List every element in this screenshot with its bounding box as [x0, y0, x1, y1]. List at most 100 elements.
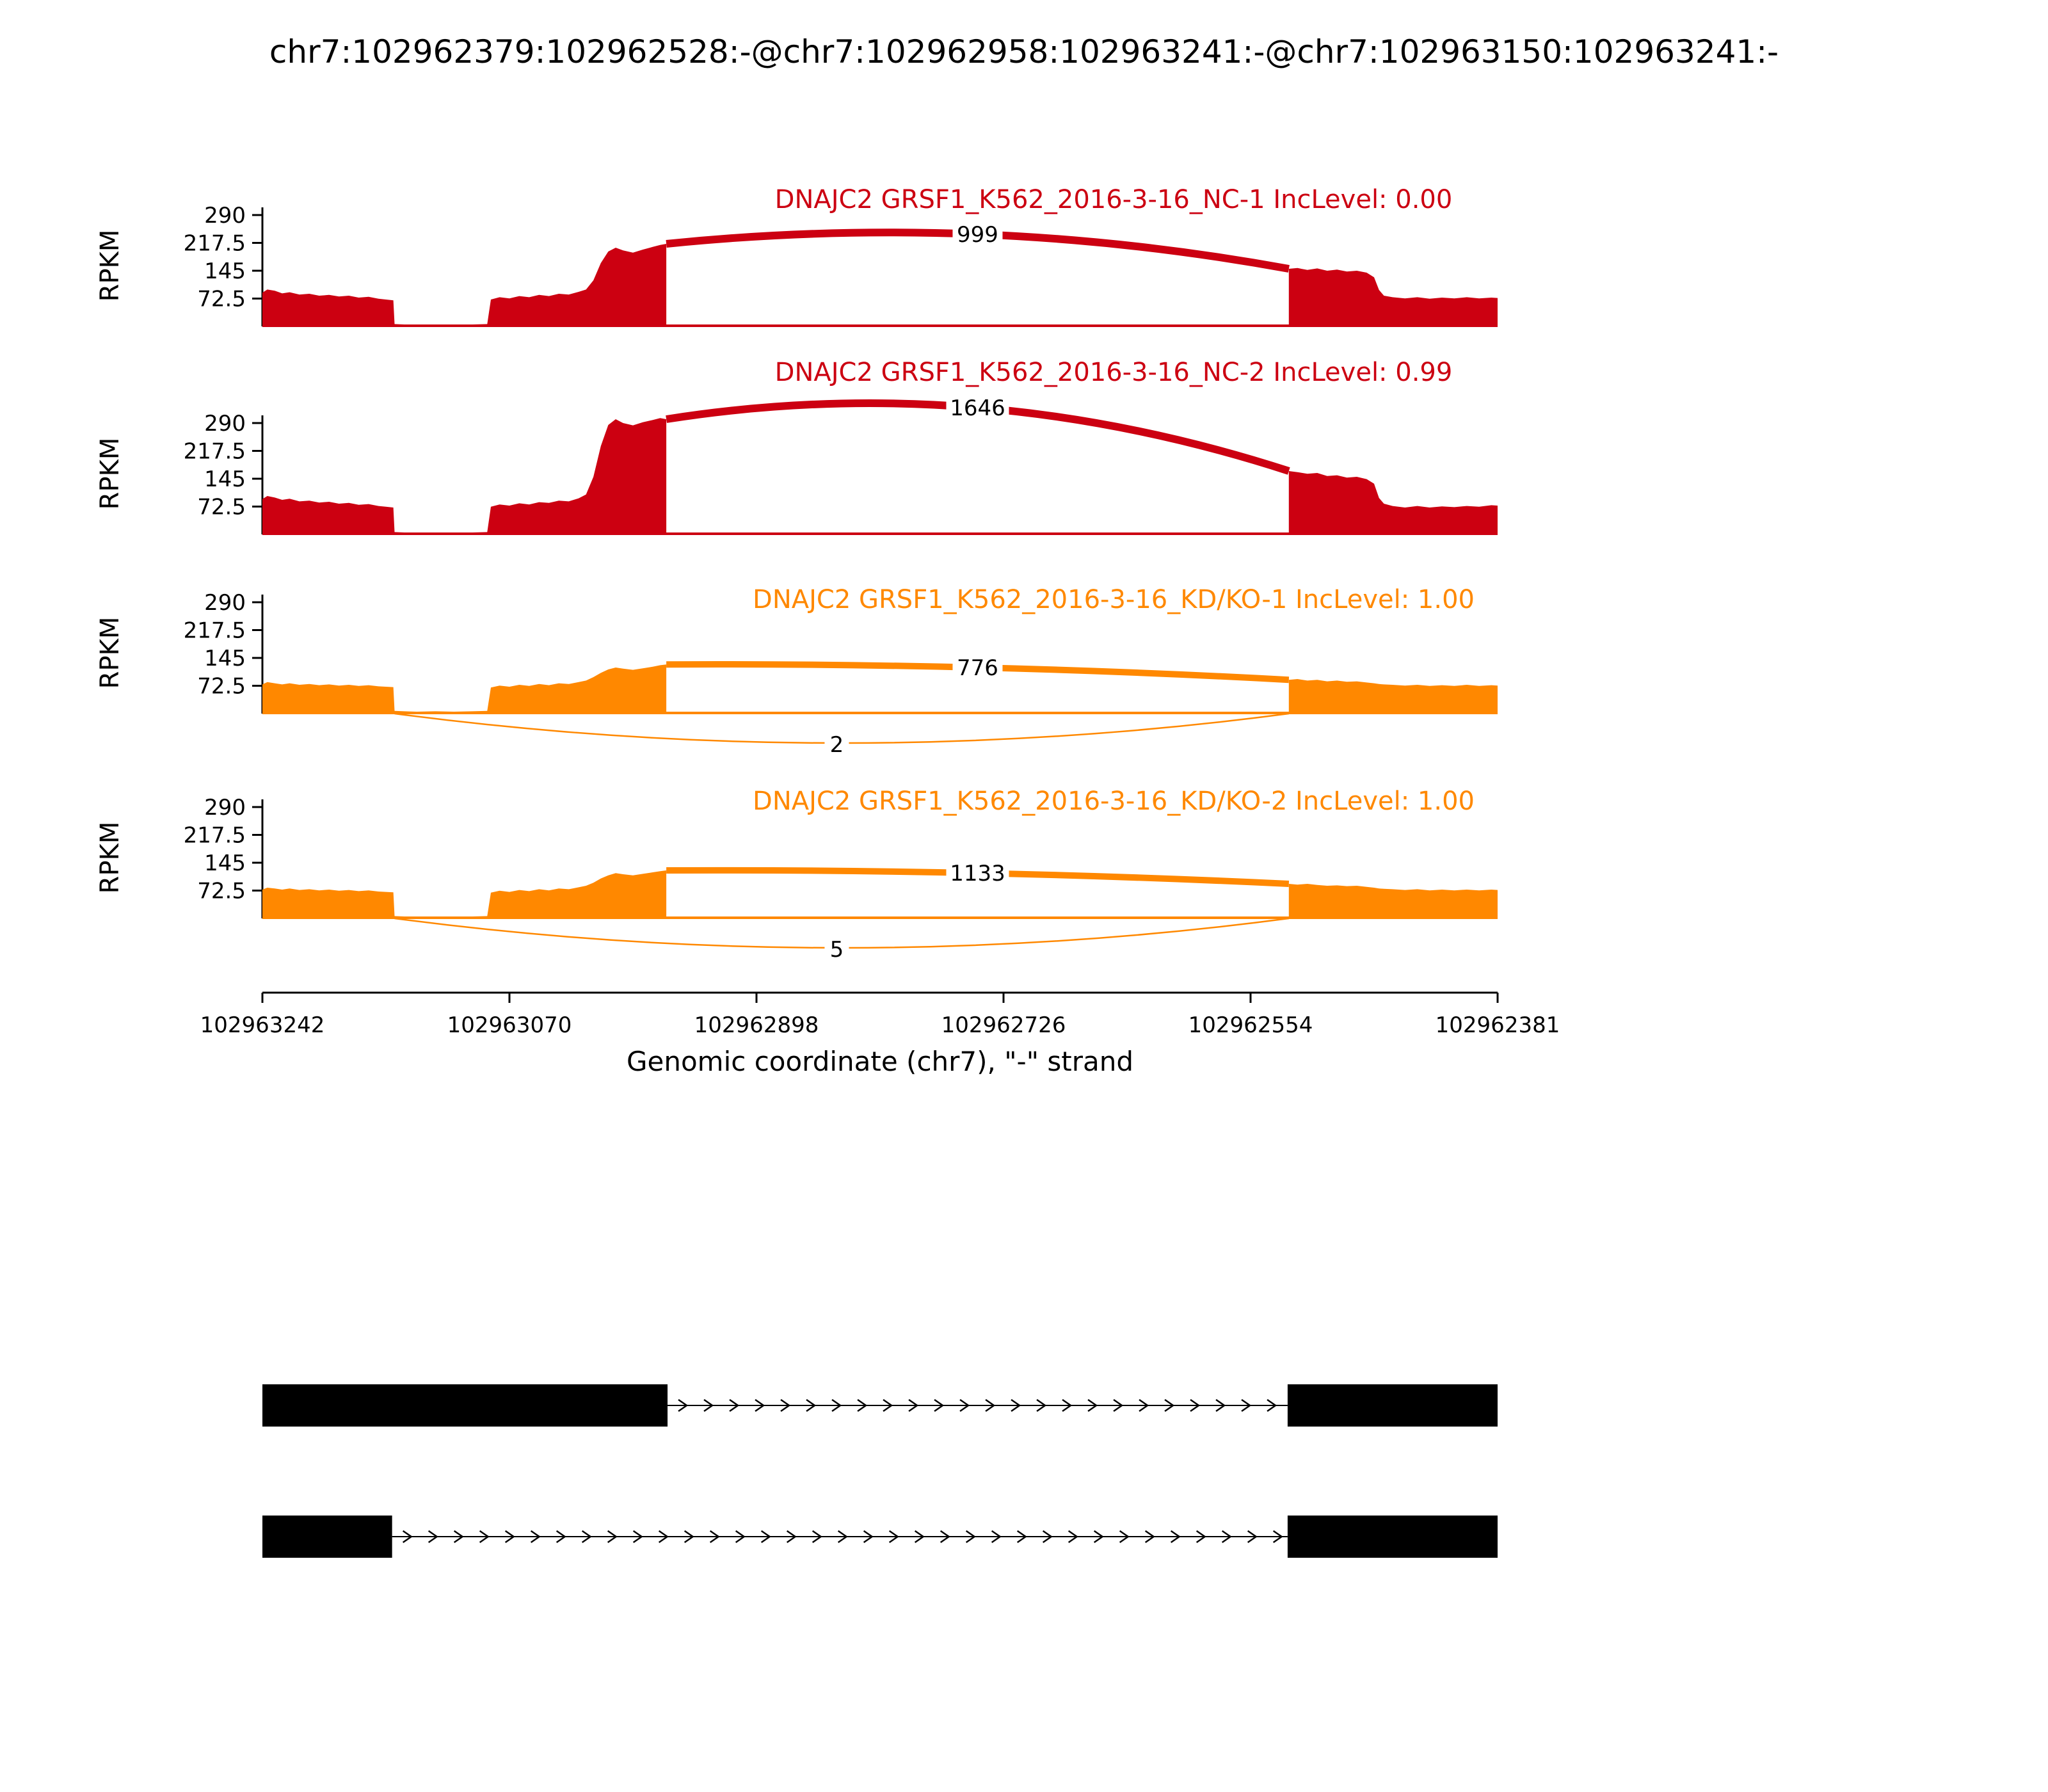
exon-box: [262, 1516, 392, 1558]
junction-count-bg: [824, 936, 849, 963]
strand-arrow: [760, 1530, 771, 1544]
strand-arrow: [684, 1530, 694, 1544]
junction-count: 5: [830, 937, 844, 963]
y-tick-label: 290: [204, 795, 246, 820]
x-tick-label: 102963242: [200, 1012, 325, 1038]
strand-arrow: [1119, 1530, 1130, 1544]
coverage-area: [1288, 884, 1498, 918]
strand-arrow: [556, 1530, 566, 1544]
strand-arrow: [1062, 1398, 1073, 1412]
coverage-baseline: [262, 324, 1498, 327]
coverage-area: [262, 244, 667, 326]
strand-arrow: [888, 1530, 899, 1544]
strand-arrow: [1042, 1530, 1053, 1544]
strand-arrow: [479, 1530, 490, 1544]
x-axis-label: Genomic coordinate (chr7), "-" strand: [627, 1046, 1133, 1077]
strand-arrow: [1170, 1530, 1181, 1544]
y-tick-label: 217.5: [184, 618, 246, 644]
strand-arrow: [428, 1530, 438, 1544]
strand-arrow: [857, 1398, 868, 1412]
y-tick-label: 217.5: [184, 231, 246, 257]
strand-arrow: [1190, 1398, 1201, 1412]
y-tick-label: 145: [204, 646, 246, 671]
strand-arrow: [1087, 1398, 1098, 1412]
exon-box: [262, 1384, 668, 1427]
strand-arrow: [991, 1530, 1002, 1544]
strand-arrow: [863, 1530, 874, 1544]
strand-arrow: [504, 1530, 515, 1544]
x-tick-label: 102962381: [1436, 1012, 1560, 1038]
exon-box: [1287, 1384, 1498, 1427]
strand-arrow: [812, 1530, 822, 1544]
strand-arrow: [934, 1398, 945, 1412]
strand-arrow: [632, 1530, 643, 1544]
coverage-area: [1288, 268, 1498, 326]
y-axis-label: RPKM: [95, 822, 125, 894]
strand-arrow: [453, 1530, 464, 1544]
y-axis-label: RPKM: [95, 438, 125, 510]
strand-arrow: [959, 1398, 970, 1412]
y-tick-label: 72.5: [197, 287, 246, 312]
strand-arrow: [940, 1530, 950, 1544]
strand-arrow: [1272, 1530, 1283, 1544]
track-title: DNAJC2 GRSF1_K562_2016-3-16_KD/KO-1 IncL…: [753, 585, 1475, 614]
strand-arrow: [581, 1530, 592, 1544]
y-tick-label: 290: [204, 590, 246, 616]
exon-box: [1287, 1516, 1498, 1558]
strand-arrow: [780, 1398, 791, 1412]
track-title: DNAJC2 GRSF1_K562_2016-3-16_NC-1 IncLeve…: [775, 185, 1453, 214]
y-tick-label: 217.5: [184, 823, 246, 849]
strand-arrow: [965, 1530, 976, 1544]
x-tick-label: 102962898: [694, 1012, 819, 1038]
strand-arrow: [658, 1530, 669, 1544]
strand-arrow: [755, 1398, 765, 1412]
figure-title: chr7:102962379:102962528:-@chr7:10296295…: [269, 33, 1779, 70]
junction-count: 999: [957, 222, 998, 248]
strand-arrow: [709, 1530, 720, 1544]
x-tick-label: 102963070: [447, 1012, 572, 1038]
strand-arrow: [1093, 1530, 1104, 1544]
junction-count-bg: [946, 393, 1009, 422]
coverage-baseline: [262, 916, 1498, 919]
y-tick-label: 145: [204, 851, 246, 876]
y-tick-label: 72.5: [197, 674, 246, 700]
strand-arrow: [831, 1398, 842, 1412]
strand-arrow: [1144, 1530, 1155, 1544]
x-tick-label: 102962554: [1188, 1012, 1313, 1038]
y-tick-label: 217.5: [184, 439, 246, 465]
strand-arrow: [1011, 1398, 1021, 1412]
junction-count-bg: [946, 858, 1009, 888]
y-tick-label: 290: [204, 411, 246, 436]
strand-arrow: [1016, 1530, 1027, 1544]
strand-arrow: [914, 1530, 925, 1544]
junction-count: 776: [957, 655, 998, 681]
y-tick-label: 290: [204, 203, 246, 228]
junction-count-bg: [952, 220, 1003, 249]
junction-count-bg: [952, 653, 1003, 682]
y-tick-label: 145: [204, 467, 246, 492]
y-tick-label: 72.5: [197, 495, 246, 520]
x-tick-label: 102962726: [941, 1012, 1066, 1038]
strand-arrow: [883, 1398, 893, 1412]
strand-arrow: [703, 1398, 714, 1412]
strand-arrow: [806, 1398, 817, 1412]
strand-arrow: [1247, 1530, 1258, 1544]
strand-arrow: [607, 1530, 618, 1544]
coverage-area: [262, 870, 667, 918]
strand-arrow: [1164, 1398, 1175, 1412]
strand-arrow: [786, 1530, 797, 1544]
coverage-baseline: [262, 712, 1498, 714]
strand-arrow: [1221, 1530, 1232, 1544]
coverage-area: [262, 664, 667, 714]
coverage-area: [262, 418, 667, 534]
coverage-area: [1288, 471, 1498, 534]
coverage-baseline: [262, 532, 1498, 535]
strand-arrow: [1113, 1398, 1124, 1412]
strand-arrow: [678, 1398, 689, 1412]
strand-arrow: [735, 1530, 746, 1544]
strand-arrow: [402, 1530, 413, 1544]
